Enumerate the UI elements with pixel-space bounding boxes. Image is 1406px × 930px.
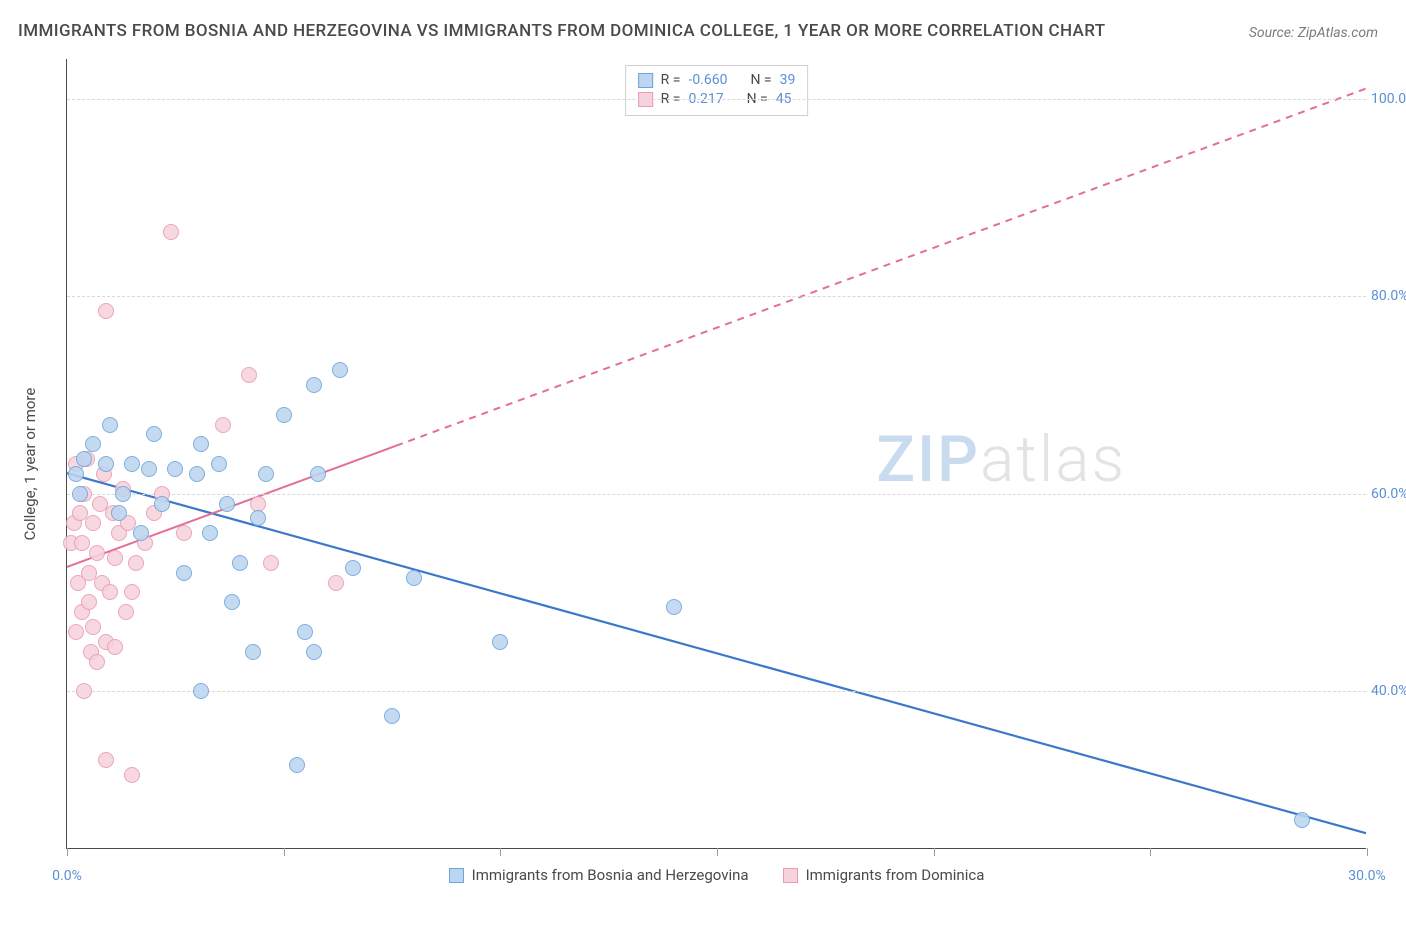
data-point <box>289 757 305 773</box>
series-legend: Immigrants from Bosnia and Herzegovina I… <box>67 866 1366 884</box>
data-point <box>141 461 157 477</box>
y-tick-label: 60.0% <box>1371 486 1406 502</box>
data-point <box>89 654 105 670</box>
data-point <box>328 575 344 591</box>
legend-item-dominica: Immigrants from Dominica <box>783 866 985 884</box>
data-point <box>124 584 140 600</box>
data-point <box>163 224 179 240</box>
data-point <box>98 752 114 768</box>
data-point <box>211 456 227 472</box>
data-point <box>306 377 322 393</box>
x-tick-label: 30.0% <box>1348 868 1386 884</box>
legend-label: Immigrants from Dominica <box>806 866 985 884</box>
data-point <box>202 525 218 541</box>
y-tick-label: 100.0% <box>1371 91 1406 107</box>
data-point <box>68 466 84 482</box>
data-point <box>276 407 292 423</box>
data-point <box>76 451 92 467</box>
data-point <box>232 555 248 571</box>
data-point <box>74 535 90 551</box>
data-point <box>224 594 240 610</box>
data-point <box>406 570 422 586</box>
data-point <box>98 303 114 319</box>
trend-lines <box>67 59 1366 848</box>
legend-r-value: -0.660 <box>688 71 727 90</box>
data-point <box>128 555 144 571</box>
x-tick <box>1367 848 1368 856</box>
legend-r-label: R = <box>661 71 681 90</box>
data-point <box>297 624 313 640</box>
chart-title: IMMIGRANTS FROM BOSNIA AND HERZEGOVINA V… <box>18 18 1106 45</box>
data-point <box>1294 812 1310 828</box>
data-point <box>250 510 266 526</box>
data-point <box>241 367 257 383</box>
data-point <box>89 545 105 561</box>
legend-n-value: 39 <box>780 71 796 90</box>
data-point <box>154 496 170 512</box>
swatch-icon <box>638 73 653 88</box>
data-point <box>118 604 134 620</box>
data-point <box>258 466 274 482</box>
x-tick <box>934 848 935 856</box>
gridline <box>67 99 1366 100</box>
swatch-icon <box>783 868 798 883</box>
data-point <box>245 644 261 660</box>
gridline <box>67 691 1366 692</box>
x-tick-label: 0.0% <box>52 868 82 884</box>
gridline <box>67 494 1366 495</box>
x-tick <box>284 848 285 856</box>
data-point <box>98 456 114 472</box>
data-point <box>85 515 101 531</box>
scatter-plot-area: ZIPatlas R = -0.660 N = 39 R = 0.217 N = <box>66 59 1366 849</box>
source-label: Source: ZipAtlas.com <box>1249 25 1378 41</box>
x-tick <box>500 848 501 856</box>
data-point <box>102 584 118 600</box>
data-point <box>306 644 322 660</box>
data-point <box>666 599 682 615</box>
data-point <box>310 466 326 482</box>
legend-row-bosnia: R = -0.660 N = 39 <box>638 71 796 90</box>
data-point <box>167 461 183 477</box>
y-tick-label: 80.0% <box>1371 288 1406 304</box>
legend-label: Immigrants from Bosnia and Herzegovina <box>472 866 749 884</box>
data-point <box>72 486 88 502</box>
data-point <box>85 619 101 635</box>
legend-n-label: N = <box>750 71 771 90</box>
y-axis-title: College, 1 year or more <box>21 388 39 541</box>
data-point <box>107 639 123 655</box>
data-point <box>85 436 101 452</box>
data-point <box>345 560 361 576</box>
data-point <box>124 767 140 783</box>
swatch-icon <box>449 868 464 883</box>
data-point <box>176 525 192 541</box>
data-point <box>332 362 348 378</box>
data-point <box>111 505 127 521</box>
data-point <box>219 496 235 512</box>
data-point <box>81 594 97 610</box>
data-point <box>263 555 279 571</box>
data-point <box>76 683 92 699</box>
data-point <box>384 708 400 724</box>
data-point <box>492 634 508 650</box>
data-point <box>189 466 205 482</box>
data-point <box>146 426 162 442</box>
data-point <box>250 496 266 512</box>
correlation-legend: R = -0.660 N = 39 R = 0.217 N = 45 <box>625 65 809 116</box>
x-tick <box>67 848 68 856</box>
data-point <box>124 456 140 472</box>
gridline <box>67 296 1366 297</box>
data-point <box>176 565 192 581</box>
x-tick <box>717 848 718 856</box>
data-point <box>115 486 131 502</box>
data-point <box>68 624 84 640</box>
x-tick <box>1150 848 1151 856</box>
data-point <box>193 683 209 699</box>
data-point <box>102 417 118 433</box>
data-point <box>133 525 149 541</box>
data-point <box>215 417 231 433</box>
y-tick-label: 40.0% <box>1371 683 1406 699</box>
data-point <box>193 436 209 452</box>
legend-item-bosnia: Immigrants from Bosnia and Herzegovina <box>449 866 749 884</box>
data-point <box>107 550 123 566</box>
